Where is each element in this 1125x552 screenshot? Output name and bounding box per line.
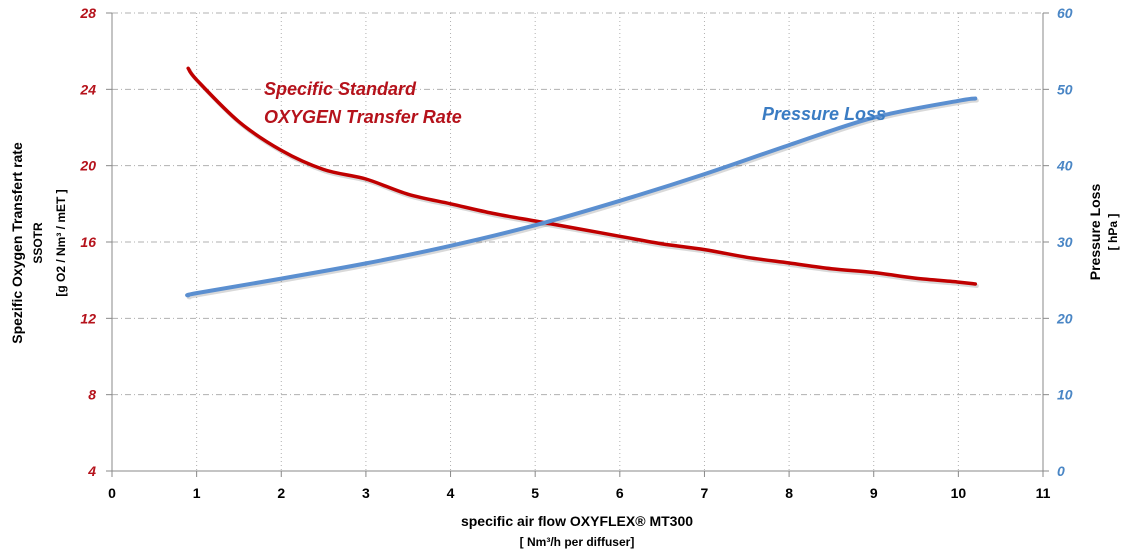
- x-tick-label: 6: [616, 485, 624, 501]
- left-tick-label: 8: [88, 387, 96, 403]
- axes: [106, 12, 1049, 477]
- left-tick-label: 24: [79, 81, 96, 97]
- plot-area: [185, 66, 979, 300]
- x-tick-label: 9: [870, 485, 878, 501]
- x-tick-label: 7: [701, 485, 709, 501]
- right-tick-label: 60: [1057, 5, 1073, 21]
- grid-lines: [112, 12, 1043, 471]
- left-tick-label: 16: [80, 234, 96, 250]
- right-tick-label: 10: [1057, 387, 1073, 403]
- left-axis-title-line1: Spezific Oxygen Transfert rate: [9, 142, 25, 344]
- ssotr-series-label-line1: Specific Standard: [264, 79, 417, 99]
- right-tick-label: 40: [1056, 158, 1073, 174]
- pressure-line-shadow: [186, 98, 979, 300]
- right-axis-title-line2: [ hPa ]: [1106, 214, 1120, 251]
- left-axis-title-line2: SSOTR: [31, 222, 45, 264]
- ssotr-series-line: [186, 66, 978, 286]
- x-tick-label: 0: [108, 485, 116, 501]
- x-tick-label: 1: [193, 485, 201, 501]
- x-tick-label: 8: [785, 485, 793, 501]
- x-tick-label: 5: [531, 485, 539, 501]
- left-tick-label: 4: [87, 463, 96, 479]
- x-axis-title: specific air flow OXYFLEX® MT300: [461, 513, 693, 529]
- right-axis-title: Pressure Loss [ hPa ]: [1087, 184, 1120, 281]
- left-axis-title: Spezific Oxygen Transfert rate SSOTR [g …: [9, 142, 68, 344]
- ssotr-line-shadow: [187, 68, 979, 288]
- left-axis-title-line3: [g O2 / Nm³ / mET ]: [54, 189, 68, 296]
- left-tick-label: 20: [79, 158, 96, 174]
- right-tick-label: 0: [1057, 463, 1065, 479]
- x-axis-unit: [ Nm³/h per diffuser]: [520, 535, 635, 549]
- left-tick-label: 12: [80, 310, 96, 326]
- x-tick-label: 11: [1036, 485, 1051, 501]
- right-axis-title-line1: Pressure Loss: [1087, 184, 1103, 281]
- x-tick-label: 2: [277, 485, 285, 501]
- x-tick-label: 4: [447, 485, 455, 501]
- pressure-series-label: Pressure Loss: [762, 104, 886, 124]
- x-tick-label: 10: [951, 485, 967, 501]
- right-tick-label: 50: [1057, 81, 1073, 97]
- left-tick-label: 28: [79, 5, 96, 21]
- right-tick-label: 30: [1057, 234, 1073, 250]
- ssotr-series-label-line2: OXYGEN Transfer Rate: [264, 107, 462, 127]
- pressure-series-line: [185, 96, 978, 298]
- x-tick-label: 3: [362, 485, 370, 501]
- right-tick-label: 20: [1056, 310, 1073, 326]
